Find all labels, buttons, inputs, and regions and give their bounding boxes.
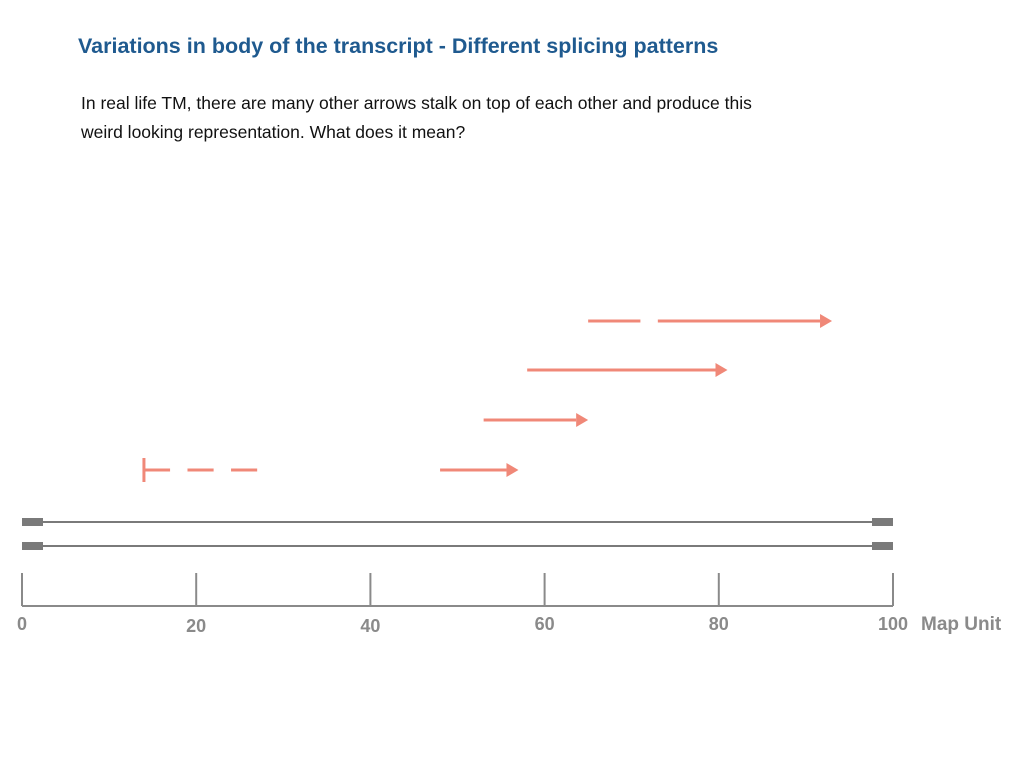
transcripts-layer <box>142 314 833 482</box>
axis-tick-label: 20 <box>186 616 206 636</box>
axis-tick-label: 80 <box>709 614 729 634</box>
axis-tick-label: 0 <box>17 614 27 634</box>
body-line-2: weird looking representation. What does … <box>81 122 466 142</box>
transcript-split-arrow <box>588 314 833 328</box>
map-unit-axis: 0 20 40 60 80 100 Map Unit <box>17 573 1002 636</box>
axis-unit-label: Map Unit <box>921 614 1002 635</box>
axis-tick-label: 40 <box>360 616 380 636</box>
transcript-arrowhead <box>715 363 728 377</box>
transcript-arrowhead <box>576 413 589 427</box>
genome-line-right-cap <box>872 518 893 526</box>
genome-lines <box>22 518 893 550</box>
genome-line-right-cap <box>872 542 893 550</box>
axis-tick-label: 60 <box>535 614 555 634</box>
transcript-dashed-start <box>142 458 258 482</box>
slide-body: In real life TM, there are many other ar… <box>81 89 881 147</box>
slide-title: Variations in body of the transcript - D… <box>78 34 719 58</box>
genome-line-left-cap <box>22 542 43 550</box>
transcript-arrowhead <box>506 463 519 477</box>
transcript-arrow <box>483 413 589 427</box>
transcript-arrow <box>527 363 728 377</box>
body-line-1: In real life TM, there are many other ar… <box>81 93 752 113</box>
genome-line-left-cap <box>22 518 43 526</box>
transcript-arrow <box>440 463 519 477</box>
transcript-arrowhead <box>820 314 833 328</box>
axis-tick-label: 100 <box>878 614 908 634</box>
